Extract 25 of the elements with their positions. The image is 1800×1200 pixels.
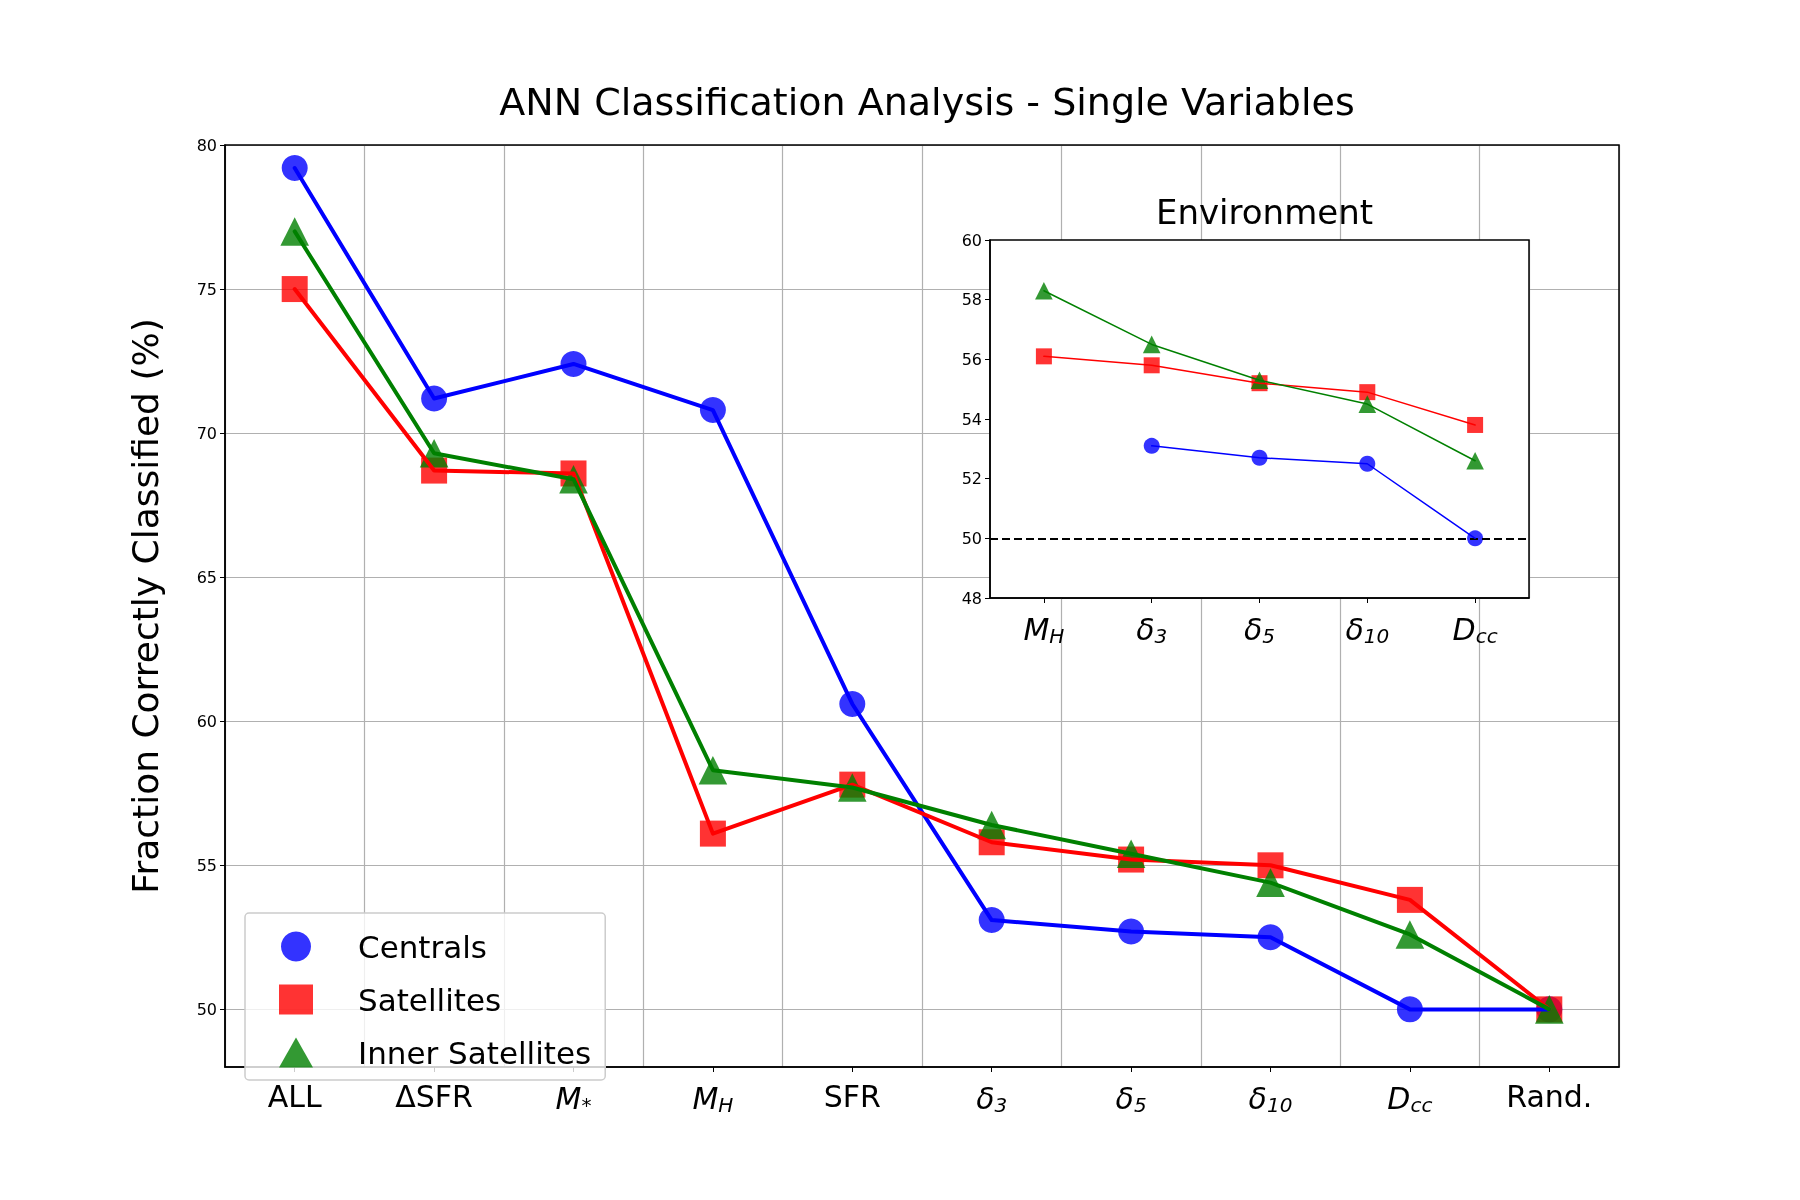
legend-label: Satellites xyxy=(358,981,502,1018)
y-tick-label: 58 xyxy=(961,290,982,310)
legend-label: Inner Satellites xyxy=(358,1034,592,1071)
y-tick-label: 55 xyxy=(196,855,217,875)
chart-title: ANN Classification Analysis - Single Variables xyxy=(499,80,1355,124)
y-tick-label: 70 xyxy=(196,423,217,443)
x-tick-label: SFR xyxy=(823,1078,881,1114)
y-tick-label: 50 xyxy=(961,528,982,548)
y-tick-label: 56 xyxy=(961,349,982,369)
x-tick-label: ALL xyxy=(267,1078,322,1114)
chart-title: Environment xyxy=(1155,192,1374,232)
y-tick-label: 65 xyxy=(196,567,217,587)
y-tick-label: 80 xyxy=(196,135,217,155)
y-tick-label: 54 xyxy=(961,409,982,429)
x-tick-label: Rand. xyxy=(1506,1078,1593,1114)
x-tick-label: ΔSFR xyxy=(395,1078,473,1114)
y-axis-title: Fraction Correctly Classified (%) xyxy=(124,318,166,894)
x-tick-label: M* xyxy=(555,1080,592,1117)
y-tick-label: 60 xyxy=(196,711,217,731)
y-tick-label: 60 xyxy=(961,230,982,250)
legend-label: Centrals xyxy=(358,928,488,965)
y-tick-label: 48 xyxy=(961,588,982,608)
y-tick-label: 52 xyxy=(961,469,982,489)
y-tick-label: 50 xyxy=(196,999,217,1019)
y-tick-label: 75 xyxy=(196,279,217,299)
